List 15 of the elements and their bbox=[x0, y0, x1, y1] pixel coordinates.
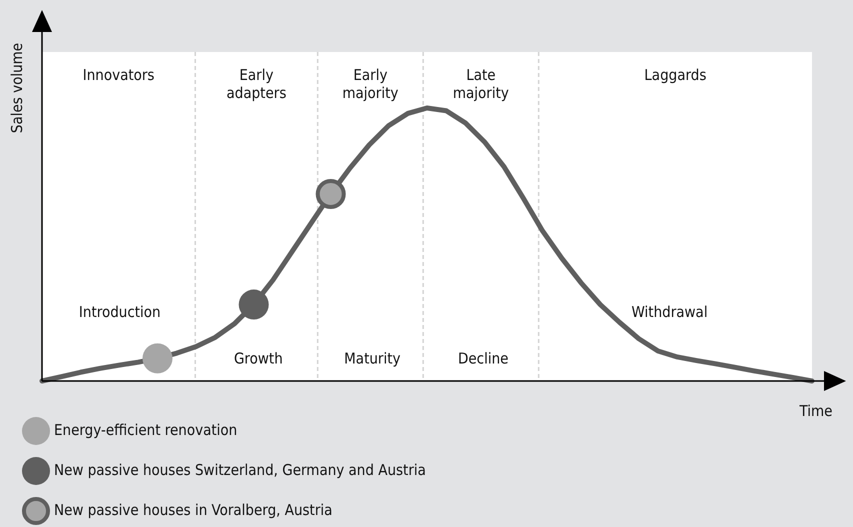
legend-label: New passive houses in Voralberg, Austria bbox=[54, 501, 332, 520]
text: Late majority bbox=[452, 66, 509, 102]
legend-label: New passive houses Switzerland, Germany and Austria bbox=[54, 461, 426, 480]
text: Innovators bbox=[82, 66, 154, 84]
x-axis-title: Time bbox=[798, 402, 832, 420]
annotation: Introduction bbox=[78, 302, 161, 321]
text: Laggards bbox=[644, 66, 706, 84]
y-axis-title: Sales volume bbox=[8, 42, 26, 134]
text: Early adapters bbox=[226, 66, 286, 102]
annotation: Decline bbox=[458, 349, 508, 368]
annotation: Maturity bbox=[344, 349, 401, 368]
annotation: Growth bbox=[234, 349, 283, 368]
text: Early majority bbox=[342, 66, 398, 102]
annotation: Withdrawal bbox=[632, 302, 708, 321]
legend-label: Energy-efficient renovation bbox=[54, 421, 238, 440]
